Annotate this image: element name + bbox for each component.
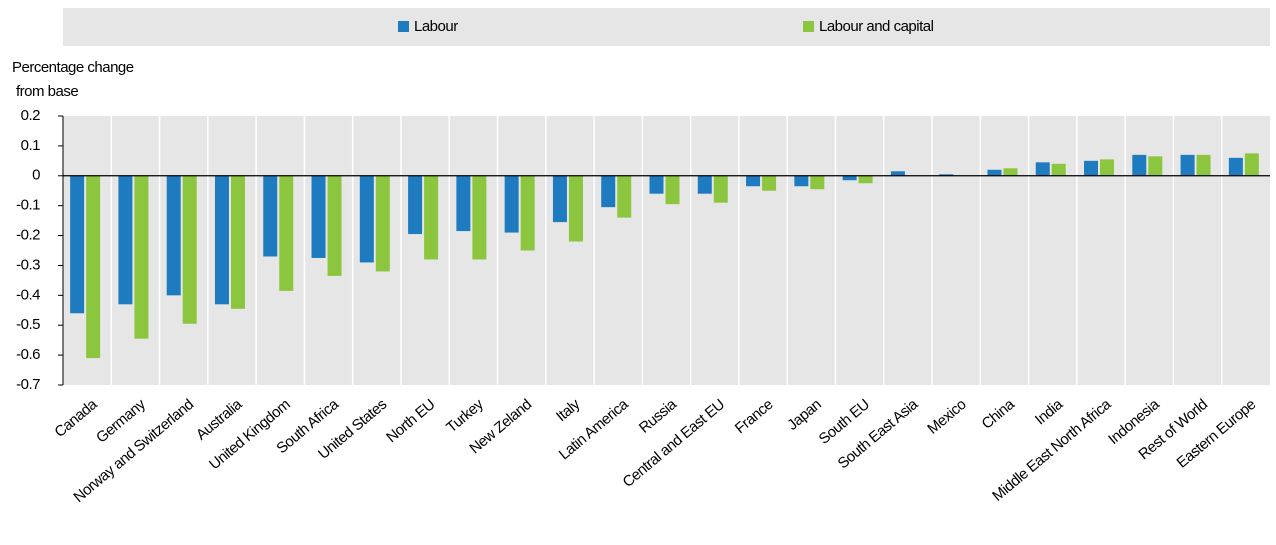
y-tick-label: -0.5	[16, 316, 40, 333]
bar	[327, 175, 342, 276]
y-tick-label: 0	[32, 167, 40, 184]
bar	[1051, 163, 1066, 176]
bar	[713, 175, 728, 203]
bar	[1100, 159, 1115, 176]
bar	[617, 175, 632, 218]
x-tick-label: Turkey	[443, 395, 487, 436]
x-tick-label: France	[732, 396, 777, 437]
x-tick-label: China	[979, 395, 1019, 432]
x-tick-label: India	[1032, 395, 1067, 428]
bar	[134, 175, 149, 339]
bar	[939, 174, 954, 176]
x-tick-label: Japan	[784, 396, 824, 434]
legend-label: Labour	[414, 18, 458, 35]
bar	[504, 175, 519, 233]
bar	[1244, 153, 1259, 176]
bar	[1003, 168, 1018, 176]
bar	[697, 175, 712, 194]
bar	[568, 175, 583, 242]
legend-swatch	[803, 21, 814, 32]
y-axis-label: from base	[16, 83, 78, 100]
legend-label: Labour and capital	[819, 18, 934, 35]
x-tick-label: North EU	[383, 396, 438, 446]
bar	[424, 175, 439, 260]
bar	[858, 175, 873, 184]
y-tick-label: 0.2	[21, 107, 41, 124]
bar	[70, 175, 85, 314]
bar	[182, 175, 197, 324]
bar	[311, 175, 326, 258]
x-tick-label: Russia	[636, 395, 681, 436]
bar	[456, 175, 471, 232]
bar	[762, 175, 777, 191]
bar	[214, 175, 229, 305]
y-tick-label: -0.6	[16, 346, 40, 363]
x-tick-label: Mexico	[924, 396, 969, 438]
bar	[890, 171, 905, 176]
bar	[810, 175, 825, 190]
x-tick-label: Italy	[553, 395, 584, 425]
y-tick-label: -0.1	[16, 197, 40, 214]
bar	[359, 175, 374, 263]
bar	[1228, 157, 1243, 176]
bar	[520, 175, 535, 251]
y-tick-label: -0.3	[16, 256, 40, 273]
bar	[408, 175, 423, 235]
bar	[118, 175, 133, 305]
bar	[601, 175, 616, 208]
bar	[649, 175, 664, 194]
y-tick-label: -0.4	[16, 286, 40, 303]
bar	[1180, 154, 1195, 176]
y-tick-label: -0.7	[16, 376, 40, 393]
bar	[1148, 156, 1163, 176]
bar	[1196, 154, 1211, 176]
bar	[987, 169, 1002, 176]
bar	[552, 175, 567, 223]
bar	[86, 175, 101, 359]
bar	[375, 175, 390, 272]
bar	[263, 175, 278, 257]
bar	[472, 175, 487, 260]
legend-swatch	[398, 21, 409, 32]
bar	[230, 175, 245, 309]
legend-band	[63, 8, 1270, 46]
bar	[1084, 160, 1099, 176]
bar	[842, 175, 857, 181]
bar	[1035, 162, 1050, 176]
y-tick-label: -0.2	[16, 227, 40, 244]
bar	[1132, 154, 1147, 176]
y-axis-label: Percentage change	[12, 59, 134, 76]
bar	[166, 175, 181, 296]
bar	[279, 175, 294, 291]
bar	[794, 175, 809, 187]
bar	[746, 175, 761, 187]
y-tick-label: 0.1	[21, 137, 41, 154]
bar	[665, 175, 680, 205]
